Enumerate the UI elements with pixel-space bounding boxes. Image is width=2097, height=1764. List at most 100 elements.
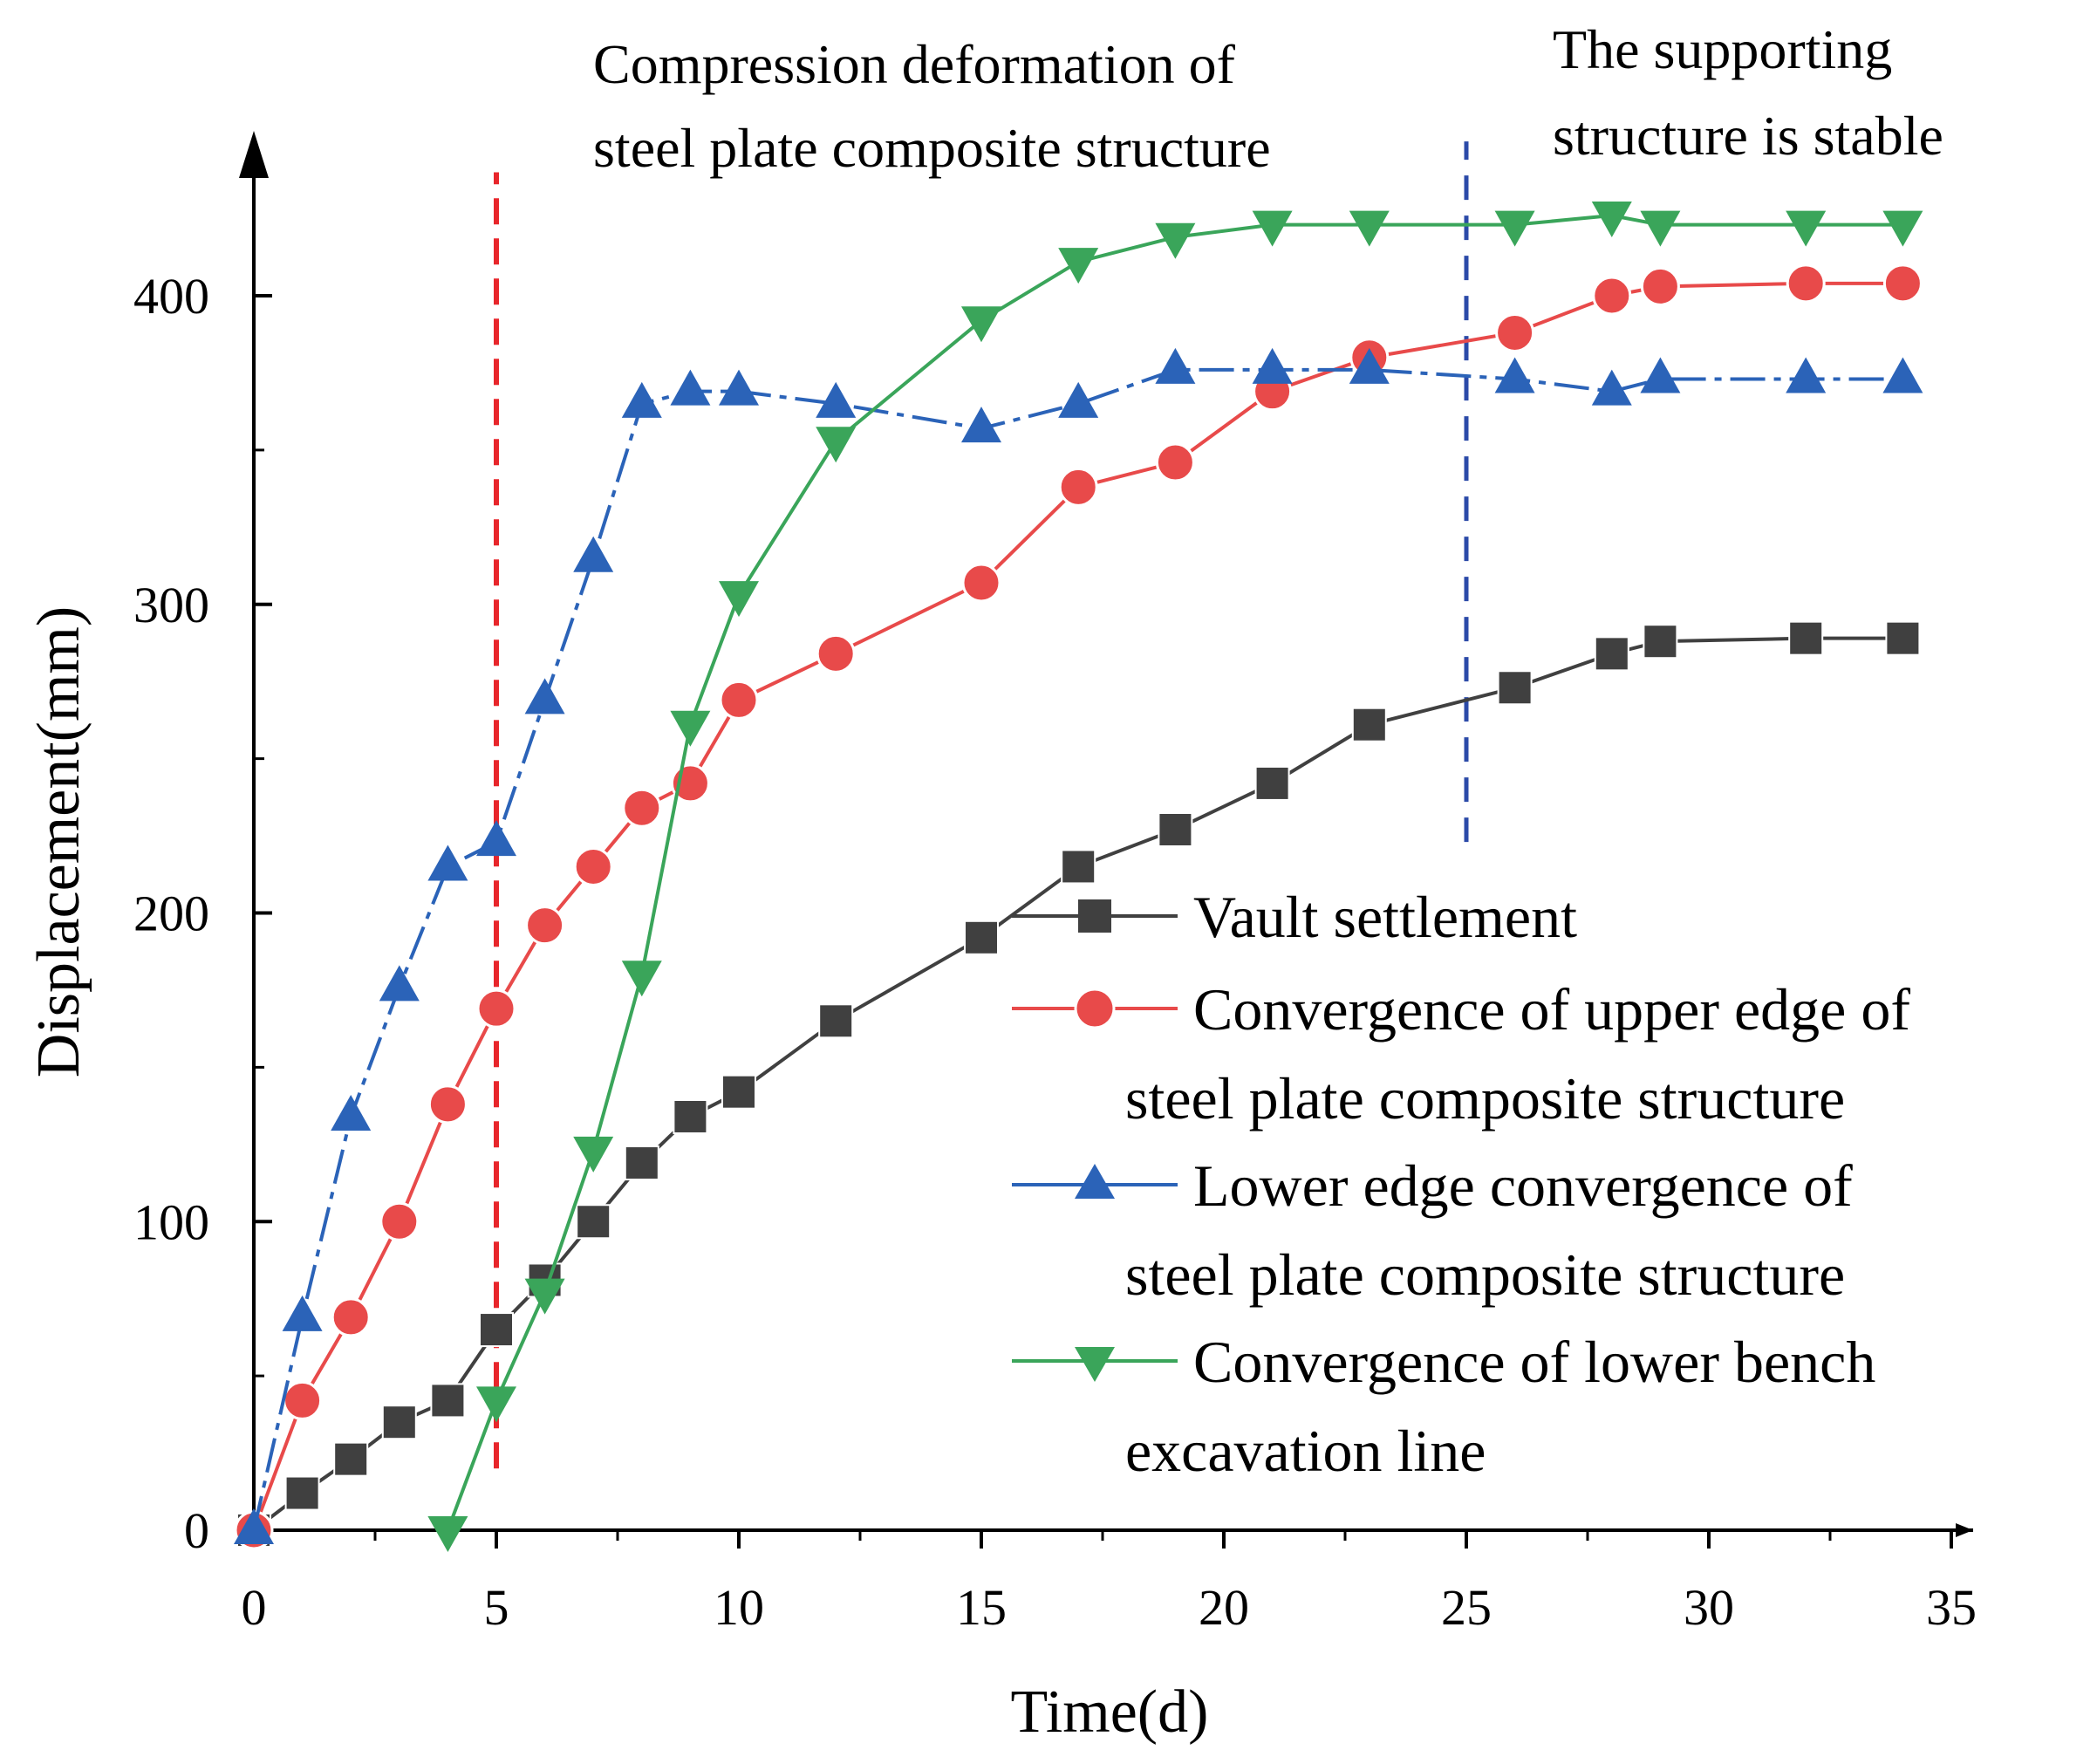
data-point <box>1592 276 1632 316</box>
y-axis-label: Displacement(mm) <box>25 606 92 1077</box>
data-point <box>621 961 662 997</box>
data-point <box>476 820 516 857</box>
data-point <box>1349 347 1390 384</box>
legend-marker-triangle-up <box>1075 1164 1115 1199</box>
data-point <box>333 1441 369 1477</box>
data-point <box>381 1405 417 1440</box>
y-axis-arrow <box>239 131 269 178</box>
data-point <box>719 369 759 406</box>
data-point <box>1155 347 1196 384</box>
annotation-compression-line-2: steel plate composite structure <box>593 117 1271 179</box>
data-point <box>331 1094 372 1131</box>
x-tick-label: 15 <box>956 1579 1007 1636</box>
series-layer <box>234 202 1923 1552</box>
plot-axes <box>239 131 1973 1537</box>
data-point <box>1882 357 1923 393</box>
data-point <box>283 1380 323 1420</box>
series-2 <box>234 347 1923 1544</box>
data-point <box>234 1508 274 1544</box>
x-tick-label: 20 <box>1199 1579 1249 1636</box>
data-point <box>624 1145 659 1181</box>
series-3 <box>427 202 1923 1552</box>
data-point <box>1786 263 1826 304</box>
x-tick-label: 5 <box>484 1579 509 1636</box>
data-point <box>1885 620 1921 656</box>
data-point <box>427 1084 468 1125</box>
legend-label-vault-settlement: Vault settlement <box>1193 884 1577 950</box>
data-point <box>622 788 662 828</box>
data-point <box>476 988 516 1029</box>
annotation-compression: Compression deformation of steel plate c… <box>593 33 1271 179</box>
x-tick-label: 25 <box>1441 1579 1492 1636</box>
data-point <box>1155 442 1195 482</box>
legend-item-vault-settlement: Vault settlement <box>1012 884 1577 950</box>
data-point <box>1058 381 1099 418</box>
legend-marker-square <box>1078 899 1111 933</box>
legend-label-upper-edge-line-1: Convergence of upper edge of <box>1193 976 1910 1043</box>
legend-label-upper-edge-line-2: steel plate composite structure <box>1125 1065 1845 1132</box>
data-point <box>331 1297 371 1337</box>
series-line <box>252 281 1903 1531</box>
legend-label-lower-edge-line-2: steel plate composite structure <box>1125 1241 1845 1308</box>
legend-label-lower-bench-line-1: Convergence of lower bench <box>1193 1329 1875 1395</box>
data-point <box>430 1383 466 1419</box>
data-point <box>1591 202 1632 238</box>
data-point <box>961 563 1001 603</box>
y-tick-label: 0 <box>184 1502 209 1559</box>
data-point <box>1155 222 1196 259</box>
data-point <box>670 710 711 747</box>
data-point <box>284 1475 320 1511</box>
legend-item-lower-bench: Convergence of lower bench excavation li… <box>1012 1329 1875 1484</box>
y-tick-label: 100 <box>133 1193 209 1250</box>
annotation-compression-line-1: Compression deformation of <box>593 33 1236 95</box>
x-tick-label: 0 <box>242 1579 267 1636</box>
data-point <box>1591 369 1632 406</box>
data-point <box>1882 263 1923 304</box>
data-point <box>961 306 1001 343</box>
data-point <box>1643 624 1678 660</box>
legend-label-lower-bench-line-2: excavation line <box>1125 1418 1486 1484</box>
data-point <box>524 678 565 714</box>
data-point <box>379 1201 420 1241</box>
data-point <box>719 581 759 618</box>
data-point <box>670 369 711 406</box>
x-tick-label: 30 <box>1684 1579 1734 1636</box>
data-point <box>816 381 857 418</box>
data-point <box>721 1074 756 1110</box>
data-point <box>1497 670 1533 706</box>
data-point <box>1494 357 1535 393</box>
legend-marker-circle <box>1074 988 1116 1029</box>
data-point <box>524 1278 565 1315</box>
data-point <box>476 1386 516 1423</box>
y-tick-label: 400 <box>133 268 209 325</box>
data-point <box>479 1312 514 1348</box>
data-point <box>1351 707 1387 742</box>
data-point <box>1158 811 1193 847</box>
legend-item-lower-edge: Lower edge convergence of steel plate co… <box>1012 1152 1853 1308</box>
data-point <box>1594 636 1629 672</box>
data-point <box>1058 467 1098 507</box>
data-point <box>1882 210 1923 247</box>
data-point <box>525 906 565 946</box>
data-point <box>1640 266 1680 306</box>
data-point <box>1252 347 1293 384</box>
y-tick-label: 300 <box>133 577 209 633</box>
data-point <box>1254 765 1290 801</box>
legend: Vault settlement Convergence of upper ed… <box>1012 884 1910 1484</box>
data-point <box>964 920 999 955</box>
annotation-stable-line-2: structure is stable <box>1553 105 1943 167</box>
x-axis-label: Time(d) <box>1011 1679 1209 1746</box>
data-point <box>816 633 856 673</box>
data-point <box>1640 357 1681 393</box>
y-tick-label: 200 <box>133 885 209 942</box>
x-tick-label: 10 <box>714 1579 764 1636</box>
data-point <box>1349 210 1390 247</box>
data-point <box>673 1098 708 1134</box>
data-point <box>1786 357 1827 393</box>
data-point <box>1061 849 1096 885</box>
series-line <box>252 367 1903 1531</box>
ticks-layer: 0 5 10 15 20 25 30 35 0 100 200 300 400 <box>133 268 1977 1636</box>
legend-item-upper-edge: Convergence of upper edge of steel plate… <box>1012 976 1910 1132</box>
legend-marker-triangle-down <box>1075 1347 1115 1382</box>
